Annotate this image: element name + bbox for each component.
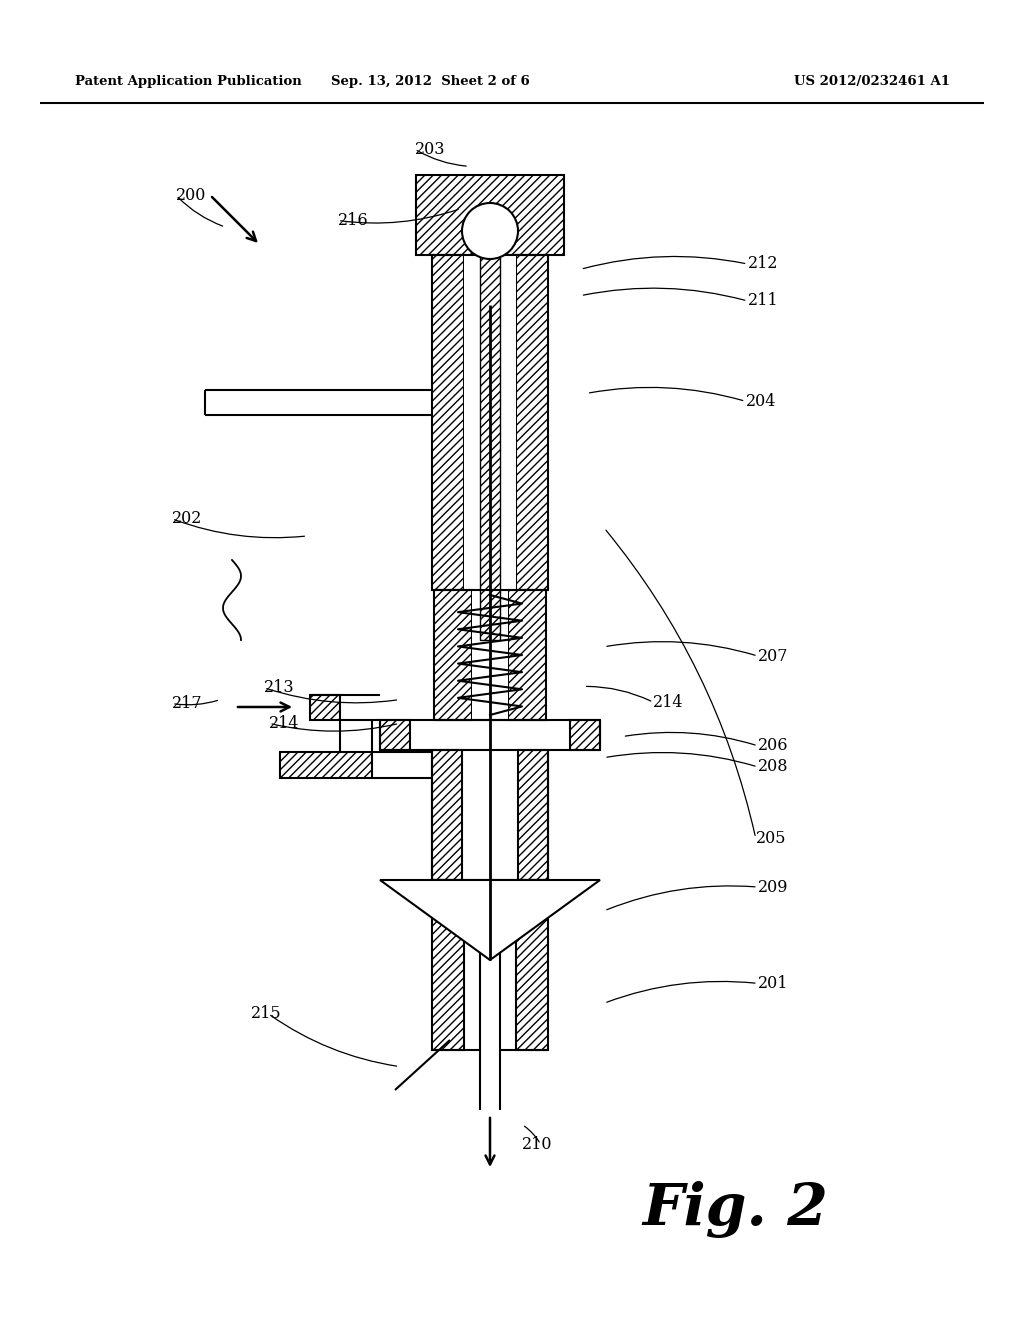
Bar (280, 752, 372, 777)
Text: 214: 214 (653, 694, 684, 710)
Bar (416, 176, 564, 255)
Text: US 2012/0232461 A1: US 2012/0232461 A1 (794, 75, 950, 88)
Circle shape (462, 203, 518, 259)
Bar (310, 696, 340, 719)
Bar (464, 255, 516, 590)
Text: 208: 208 (758, 759, 788, 775)
Bar (410, 719, 570, 750)
Bar (516, 880, 548, 1049)
Bar (472, 590, 508, 719)
Text: 206: 206 (758, 738, 788, 754)
Text: 205: 205 (756, 830, 786, 846)
Text: 210: 210 (522, 1137, 553, 1152)
Text: 213: 213 (264, 680, 295, 696)
Polygon shape (380, 880, 600, 960)
Text: 216: 216 (338, 213, 369, 228)
Bar (508, 590, 546, 719)
Bar (432, 255, 548, 590)
Text: 212: 212 (748, 256, 778, 272)
Text: 204: 204 (745, 393, 776, 409)
Text: 209: 209 (758, 879, 788, 895)
Bar (462, 750, 518, 880)
Bar (570, 719, 600, 750)
Text: Sep. 13, 2012  Sheet 2 of 6: Sep. 13, 2012 Sheet 2 of 6 (331, 75, 529, 88)
Text: 214: 214 (269, 715, 300, 731)
Bar (432, 750, 462, 880)
Bar (432, 255, 464, 590)
Bar (432, 880, 464, 1049)
Text: 211: 211 (748, 293, 778, 309)
Text: 215: 215 (251, 1006, 282, 1022)
Bar (380, 719, 410, 750)
Text: Patent Application Publication: Patent Application Publication (75, 75, 302, 88)
Text: Fig. 2: Fig. 2 (642, 1181, 828, 1238)
Text: 217: 217 (172, 696, 203, 711)
Text: 207: 207 (758, 648, 788, 664)
Text: 203: 203 (415, 141, 445, 157)
Bar (516, 255, 548, 590)
Bar (480, 255, 500, 640)
Bar (434, 590, 472, 719)
Text: 200: 200 (176, 187, 207, 203)
Text: 202: 202 (172, 511, 203, 527)
Bar (518, 750, 548, 880)
Text: 201: 201 (758, 975, 788, 991)
